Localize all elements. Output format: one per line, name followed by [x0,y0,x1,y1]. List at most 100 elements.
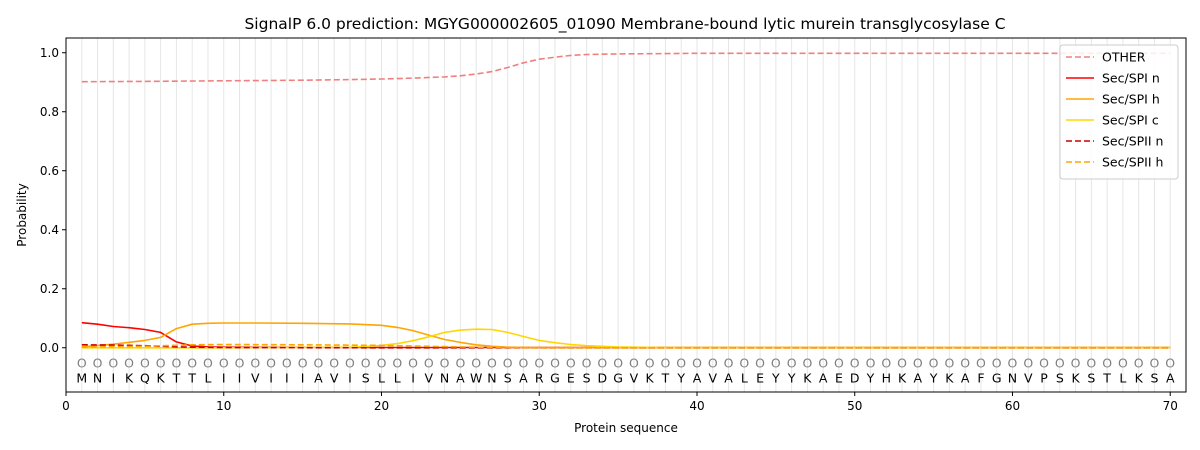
residue-marker: O [913,356,923,371]
x-tick-label: 60 [1005,399,1020,413]
residue-label: A [914,370,923,385]
residue-marker: O [661,356,671,371]
residue-marker: O [282,356,292,371]
residue-label: G [550,370,560,385]
x-axis-ticks: 0 10 20 30 40 50 60 70 [62,392,1178,413]
residue-marker: O [77,356,87,371]
residue-marker: O [392,356,402,371]
legend-label: Sec/SPI c [1102,113,1159,128]
residue-label: L [204,370,211,385]
chart-title: SignalP 6.0 prediction: MGYG000002605_01… [244,15,1005,34]
residue-label: S [1056,370,1064,385]
residue-marker: O [787,356,797,371]
residue-label: E [835,370,843,385]
residue-marker: O [487,356,497,371]
residue-marker: O [1102,356,1112,371]
residue-marker: O [629,356,639,371]
residue-label: A [819,370,828,385]
series-line [81,343,1171,349]
residue-label: K [803,370,812,385]
residue-label: Y [771,370,780,385]
residue-marker: O [93,356,103,371]
residue-label: I [111,370,115,385]
residue-label: L [394,370,401,385]
residue-label: I [301,370,305,385]
residue-marker: O [802,356,812,371]
residue-label: A [456,370,465,385]
residue-label: E [756,370,764,385]
legend-label: Sec/SPI h [1102,92,1160,107]
residue-label: D [850,370,860,385]
residue-marker: O [424,356,434,371]
residue-marker: O [976,356,986,371]
residue-marker: O [1071,356,1081,371]
residue-marker: O [708,356,718,371]
residue-label: G [613,370,623,385]
residue-label: L [378,370,385,385]
residue-marker: O [771,356,781,371]
residue-marker: O [1008,356,1018,371]
residue-marker: O [250,356,260,371]
residue-label: A [314,370,323,385]
residue-label: I [411,370,415,385]
gridlines [81,38,1171,392]
residue-label: Q [140,370,150,385]
x-tick-label: 20 [374,399,389,413]
residue-label: N [440,370,449,385]
residue-label: S [504,370,512,385]
residue-marker: O [345,356,355,371]
residue-marker: O [550,356,560,371]
residue-marker: O [992,356,1002,371]
residue-marker: O [739,356,749,371]
residue-marker: O [613,356,623,371]
residue-marker: O [266,356,276,371]
residue-marker: O [724,356,734,371]
residue-label: N [93,370,102,385]
residue-marker: O [929,356,939,371]
residue-marker: O [455,356,465,371]
residue-marker: O [1165,356,1175,371]
residue-label: T [172,370,181,385]
residue-label: R [535,370,544,385]
residue-label: T [187,370,196,385]
series-lines [81,52,1171,349]
residue-marker: O [1134,356,1144,371]
legend: OTHER Sec/SPI n Sec/SPI h Sec/SPI c Sec/SPII… [1059,44,1179,180]
residue-label: Y [866,370,875,385]
residue-marker: O [676,356,686,371]
residue-label: Y [787,370,796,385]
residue-marker: O [471,356,481,371]
residue-marker: O [1150,356,1160,371]
residue-label: A [961,370,970,385]
residue-label: A [519,370,528,385]
residue-label: T [1102,370,1111,385]
residue-label: H [882,370,891,385]
residue-marker: O [298,356,308,371]
residue-label: K [125,370,134,385]
residue-marker: O [692,356,702,371]
x-tick-label: 70 [1163,399,1178,413]
residue-label: K [646,370,655,385]
y-tick-label: 0.8 [40,105,59,119]
residue-marker: O [597,356,607,371]
residue-marker: O [1023,356,1033,371]
x-tick-label: 0 [62,399,70,413]
residue-marker: O [645,356,655,371]
residue-label: S [1087,370,1095,385]
residue-marker: O [818,356,828,371]
x-tick-label: 30 [532,399,547,413]
y-axis-label: Probability [15,183,29,246]
residue-label: K [157,370,166,385]
series-line [81,52,1171,83]
residue-label: N [1008,370,1017,385]
residue-label: V [630,370,639,385]
y-tick-label: 0.0 [40,341,59,355]
residue-label: I [269,370,273,385]
residue-marker: O [235,356,245,371]
residue-marker: O [1055,356,1065,371]
residue-label: P [1040,370,1048,385]
residue-marker: O [897,356,907,371]
y-axis-ticks: 0.0 0.2 0.4 0.6 0.8 1.0 [40,46,66,355]
residue-marker: O [881,356,891,371]
